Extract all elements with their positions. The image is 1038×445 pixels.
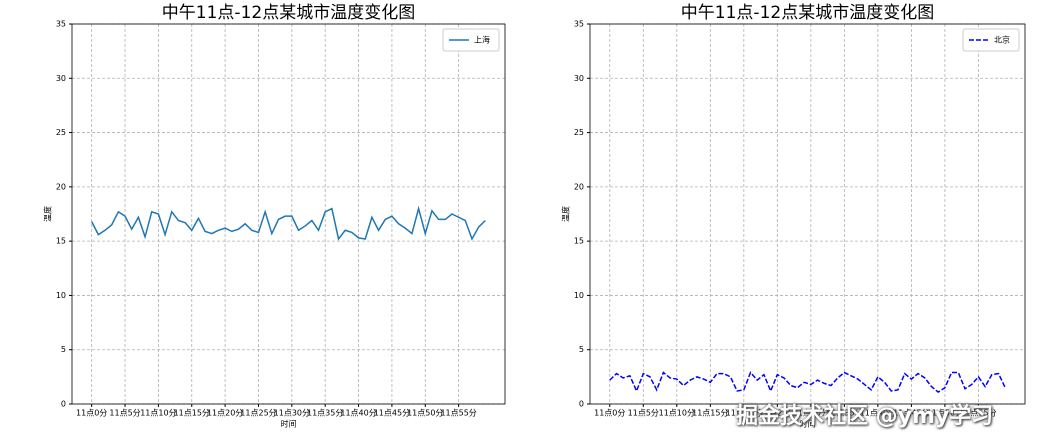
y-tick-label: 35 (574, 20, 584, 29)
x-tick-label: 11点50分 (407, 409, 443, 418)
y-tick-label: 30 (56, 74, 66, 83)
y-tick-label: 0 (579, 400, 584, 409)
x-tick-label: 11点35分 (307, 409, 343, 418)
line (609, 371, 1006, 393)
x-axis-label: 时间 (281, 419, 297, 429)
x-tick-label: 11点15分 (692, 409, 728, 418)
y-tick-label: 15 (56, 237, 66, 246)
y-tick-label: 10 (56, 291, 66, 300)
x-tick-label: 11点20分 (726, 409, 762, 418)
legend-label: 北京 (994, 35, 1010, 45)
y-tick-label: 20 (56, 182, 66, 191)
x-tick-label: 11点45分 (374, 409, 410, 418)
y-axis-label: 温度 (43, 206, 53, 222)
x-tick-label: 11点0分 (76, 409, 107, 418)
y-tick-label: 30 (574, 74, 584, 83)
y-tick-label: 25 (56, 128, 66, 137)
line (91, 205, 486, 241)
legend-label: 上海 (474, 35, 490, 45)
x-tick-label: 11点55分 (960, 409, 996, 418)
x-tick-label: 11点40分 (860, 409, 896, 418)
x-tick-label: 11点10分 (659, 409, 695, 418)
watermark: 掘金技术社区 @ymy学习 (736, 404, 994, 429)
x-tick-label: 11点25分 (240, 409, 276, 418)
x-tick-label: 11点15分 (174, 409, 210, 418)
x-tick-label: 11点0分 (594, 409, 625, 418)
x-tick-label: 11点20分 (207, 409, 243, 418)
y-axis-label: 温度 (561, 206, 571, 222)
y-tick-label: 35 (56, 20, 66, 29)
x-tick-label: 11点5分 (109, 409, 140, 418)
axes-frame (589, 23, 1026, 405)
x-tick-label: 11点10分 (140, 409, 176, 418)
axes-frame (71, 23, 506, 405)
y-tick-label: 25 (574, 128, 584, 137)
x-tick-label: 11点5分 (628, 409, 659, 418)
chart-title: 中午11点-12点某城市温度变化图 (162, 3, 415, 23)
x-tick-label: 11点50分 (927, 409, 963, 418)
legend-box (962, 28, 1020, 52)
x-tick-label: 11点30分 (274, 409, 310, 418)
x-tick-label: 11点40分 (340, 409, 376, 418)
legend-box (442, 28, 500, 52)
y-tick-label: 10 (574, 291, 584, 300)
y-tick-label: 5 (61, 345, 66, 354)
y-tick-label: 15 (574, 237, 584, 246)
x-tick-label: 11点25分 (759, 409, 795, 418)
x-tick-label: 11点45分 (893, 409, 929, 418)
y-tick-label: 0 (61, 400, 66, 409)
x-tick-label: 11点55分 (440, 409, 476, 418)
x-tick-label: 11点35分 (826, 409, 862, 418)
x-axis-label: 时间 (800, 419, 816, 429)
x-tick-label: 11点30分 (793, 409, 829, 418)
y-tick-label: 20 (574, 182, 584, 191)
chart-title: 中午11点-12点某城市温度变化图 (681, 3, 934, 23)
y-tick-label: 5 (579, 345, 584, 354)
